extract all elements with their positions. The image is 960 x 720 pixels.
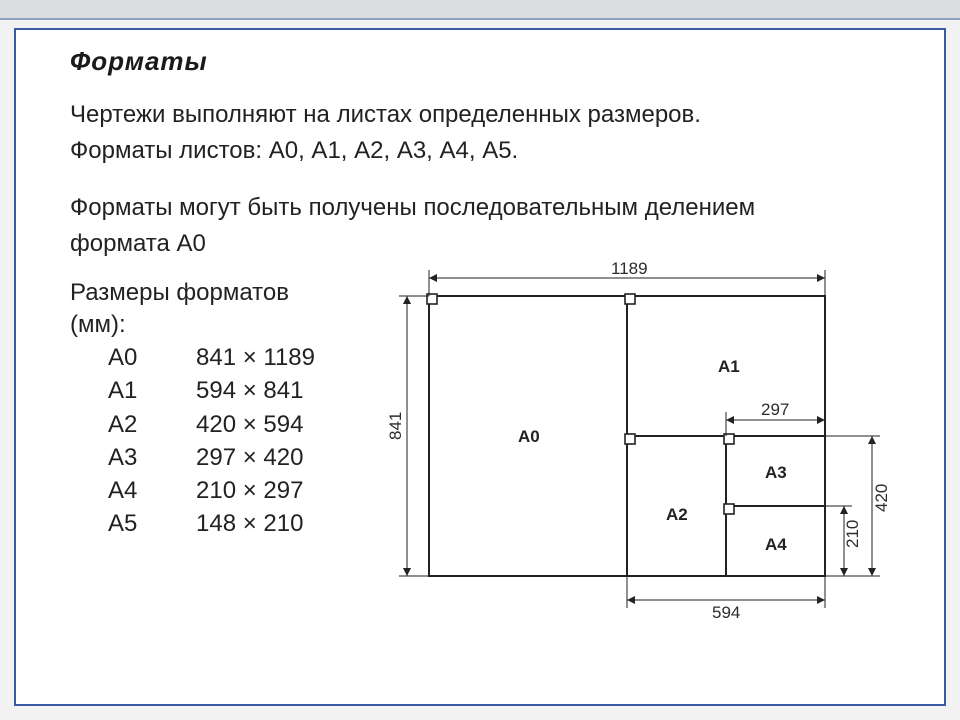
corner-tl — [14, 28, 50, 64]
lbl-a0: A0 — [518, 427, 540, 446]
page-title: Форматы — [70, 46, 904, 77]
corner-br — [910, 670, 946, 706]
dim-420: 420 — [872, 484, 891, 512]
card-frame: Форматы Чертежи выполняют на листах опре… — [14, 28, 946, 706]
lbl-a2: A2 — [666, 505, 688, 524]
dim-1189: 1189 — [611, 260, 648, 278]
size-name-a0: A0 — [108, 341, 168, 374]
size-name-a1: A1 — [108, 374, 168, 407]
dim-right-210: 210 — [825, 506, 862, 576]
para1-l2: Форматы листов: А0, А1, А2, А3, А4, А5. — [70, 135, 904, 167]
corner-tr — [910, 28, 946, 64]
lbl-a3: A3 — [765, 463, 787, 482]
dim-594: 594 — [712, 603, 740, 622]
dim-left-841: 841 — [386, 296, 429, 576]
content-area: Форматы Чертежи выполняют на листах опре… — [70, 46, 904, 684]
corner-bl — [14, 670, 50, 706]
lbl-a1: A1 — [718, 357, 740, 376]
para2-l1: Форматы могут быть получены последовател… — [70, 192, 904, 224]
top-strip — [0, 0, 960, 20]
lbl-a4: A4 — [765, 535, 787, 554]
dim-210: 210 — [843, 520, 862, 548]
dim-841: 841 — [386, 412, 405, 440]
dim-top-1189: 1189 — [429, 260, 825, 296]
size-name-a3: A3 — [108, 441, 168, 474]
dim-bottom-594: 594 — [627, 576, 825, 622]
dim-297: 297 — [761, 400, 789, 419]
diagram-body: A0 A1 A2 A3 A4 — [427, 294, 825, 576]
para2-l2: формата А0 — [70, 228, 904, 260]
size-name-a4: A4 — [108, 474, 168, 507]
size-name-a5: A5 — [108, 507, 168, 540]
formats-diagram-svg: A0 A1 A2 A3 A4 1189 — [374, 260, 904, 680]
size-name-a2: A2 — [108, 408, 168, 441]
formats-diagram: A0 A1 A2 A3 A4 1189 — [374, 260, 904, 680]
para1-l1: Чертежи выполняют на листах определенных… — [70, 99, 904, 131]
slide: Форматы Чертежи выполняют на листах опре… — [0, 0, 960, 720]
